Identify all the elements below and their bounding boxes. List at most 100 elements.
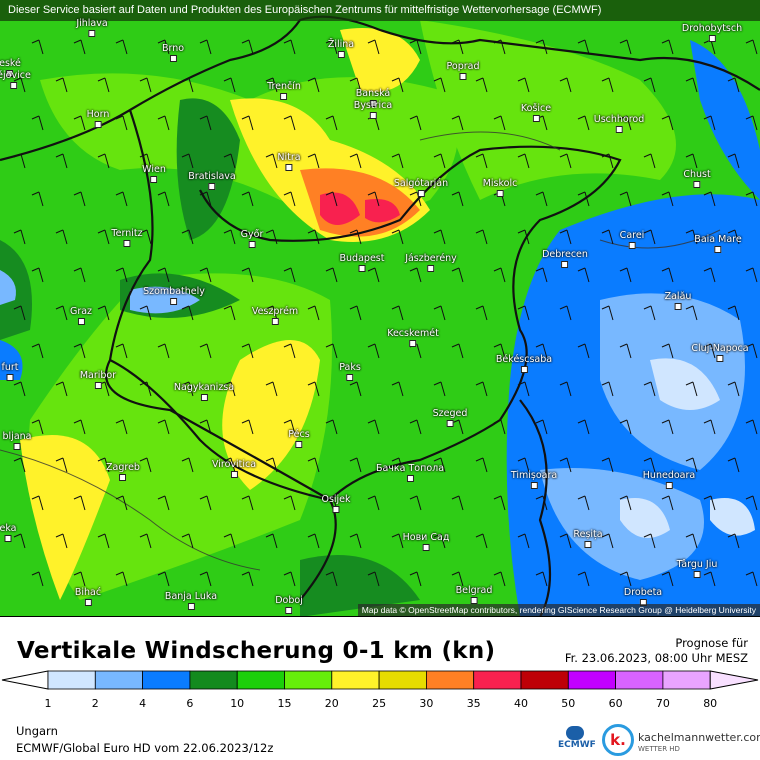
wind-barb-icon <box>367 39 380 55</box>
map-attribution[interactable]: Map data © OpenStreetMap contributors, r… <box>357 604 760 616</box>
wind-barb-icon <box>73 115 86 131</box>
legend-tick-label: 70 <box>655 697 670 710</box>
wind-barb-icon <box>577 39 590 55</box>
wind-barb-icon <box>349 305 362 321</box>
wind-barb-icon <box>703 191 716 207</box>
city-label: ějovice <box>0 70 31 89</box>
ecmwf-wordmark: ECMWF <box>558 740 596 750</box>
wind-barb-icon <box>139 533 152 549</box>
wind-barb-icon <box>115 267 128 283</box>
city-label: eka <box>0 523 17 542</box>
weather-map[interactable]: Dieser Service basiert auf Daten und Pro… <box>0 0 760 617</box>
city-label: Bystrica <box>354 100 392 119</box>
legend-tick-label: 60 <box>608 697 623 710</box>
wind-barb-icon <box>115 495 128 511</box>
wind-barb-icon <box>223 305 236 321</box>
wind-barb-icon <box>73 191 86 207</box>
wind-barb-icon <box>349 229 362 245</box>
wind-barb-icon <box>139 305 152 321</box>
wind-barb-icon <box>535 39 548 55</box>
wind-barb-icon <box>325 419 338 435</box>
wind-barb-icon <box>73 39 86 55</box>
wind-barb-icon <box>31 419 44 435</box>
wind-barb-icon <box>307 153 320 169</box>
city-label: Budapest <box>340 253 385 272</box>
wind-barb-icon <box>97 305 110 321</box>
wind-barb-icon <box>97 533 110 549</box>
wind-barb-icon <box>643 533 656 549</box>
legend-swatch <box>520 670 569 690</box>
wind-barb-icon <box>535 571 548 587</box>
city-label: Banja Luka <box>165 591 217 610</box>
city-label: Virovitica <box>212 459 256 478</box>
city-label: Zalău <box>665 291 692 310</box>
wind-barb-icon <box>367 571 380 587</box>
wind-barb-icon <box>283 267 296 283</box>
city-label: Szombathely <box>143 286 205 305</box>
wind-barb-icon <box>199 495 212 511</box>
color-legend <box>1 670 759 690</box>
wind-barb-icon <box>433 77 446 93</box>
wind-barb-icon <box>559 533 572 549</box>
city-label: Zagreb <box>106 462 140 481</box>
legend-tick-label: 20 <box>324 697 339 710</box>
wind-barb-icon <box>727 305 740 321</box>
wind-barb-icon <box>367 495 380 511</box>
wind-barb-icon <box>157 571 170 587</box>
wind-barb-icon <box>601 533 614 549</box>
wind-barb-icon <box>265 533 278 549</box>
city-label: Poprad <box>447 61 480 80</box>
wind-barb-icon <box>13 381 26 397</box>
city-label: Žilina <box>328 39 354 58</box>
wind-barb-icon <box>325 267 338 283</box>
wind-barb-icon <box>661 495 674 511</box>
wind-barb-icon <box>685 77 698 93</box>
wind-barb-icon <box>31 191 44 207</box>
wind-barb-icon <box>727 381 740 397</box>
wind-barb-icon <box>517 305 530 321</box>
wind-barb-icon <box>73 571 86 587</box>
wind-barb-icon <box>559 77 572 93</box>
wind-barb-icon <box>115 343 128 359</box>
city-label: Békéscsaba <box>496 354 552 373</box>
wind-barb-icon <box>703 495 716 511</box>
wind-barb-icon <box>31 343 44 359</box>
city-label: Maribor <box>80 370 116 389</box>
legend-tick-label: 35 <box>466 697 481 710</box>
wind-barb-icon <box>157 191 170 207</box>
wind-barb-icon <box>391 229 404 245</box>
city-label: Jászberény <box>405 253 457 272</box>
wind-barb-icon <box>727 533 740 549</box>
wind-barb-icon <box>55 229 68 245</box>
city-label: Drohobytsch <box>682 23 742 42</box>
wind-barb-icon <box>559 229 572 245</box>
wind-barb-icon <box>241 495 254 511</box>
wind-barb-icon <box>181 305 194 321</box>
wind-barb-icon <box>433 381 446 397</box>
wind-barb-icon <box>31 39 44 55</box>
legend-tick-label: 15 <box>277 697 292 710</box>
kachelmann-wordmark[interactable]: kachelmannwetter.com <box>638 731 760 744</box>
wind-barb-icon <box>409 115 422 131</box>
wind-barb-icon <box>577 419 590 435</box>
wind-barb-icon <box>241 191 254 207</box>
wind-barb-icon <box>349 381 362 397</box>
wind-barb-icon <box>535 495 548 511</box>
wind-barb-icon <box>115 419 128 435</box>
wind-barb-icon <box>55 77 68 93</box>
city-label: Doboj <box>275 595 303 614</box>
legend-low-arrow <box>1 670 49 690</box>
legend-swatch <box>142 670 191 690</box>
wind-barb-icon <box>307 457 320 473</box>
wind-barb-icon <box>199 571 212 587</box>
kachelmann-logo-icon: k. <box>602 724 634 756</box>
wind-barb-icon <box>493 115 506 131</box>
city-label: Graz <box>70 306 92 325</box>
wind-barb-icon <box>13 305 26 321</box>
city-label: Horn <box>87 109 110 128</box>
city-label: Нови Сад <box>403 532 450 551</box>
wind-barb-icon <box>661 267 674 283</box>
wind-barb-icon <box>157 495 170 511</box>
wind-barb-icon <box>451 495 464 511</box>
wind-barb-icon <box>409 571 422 587</box>
